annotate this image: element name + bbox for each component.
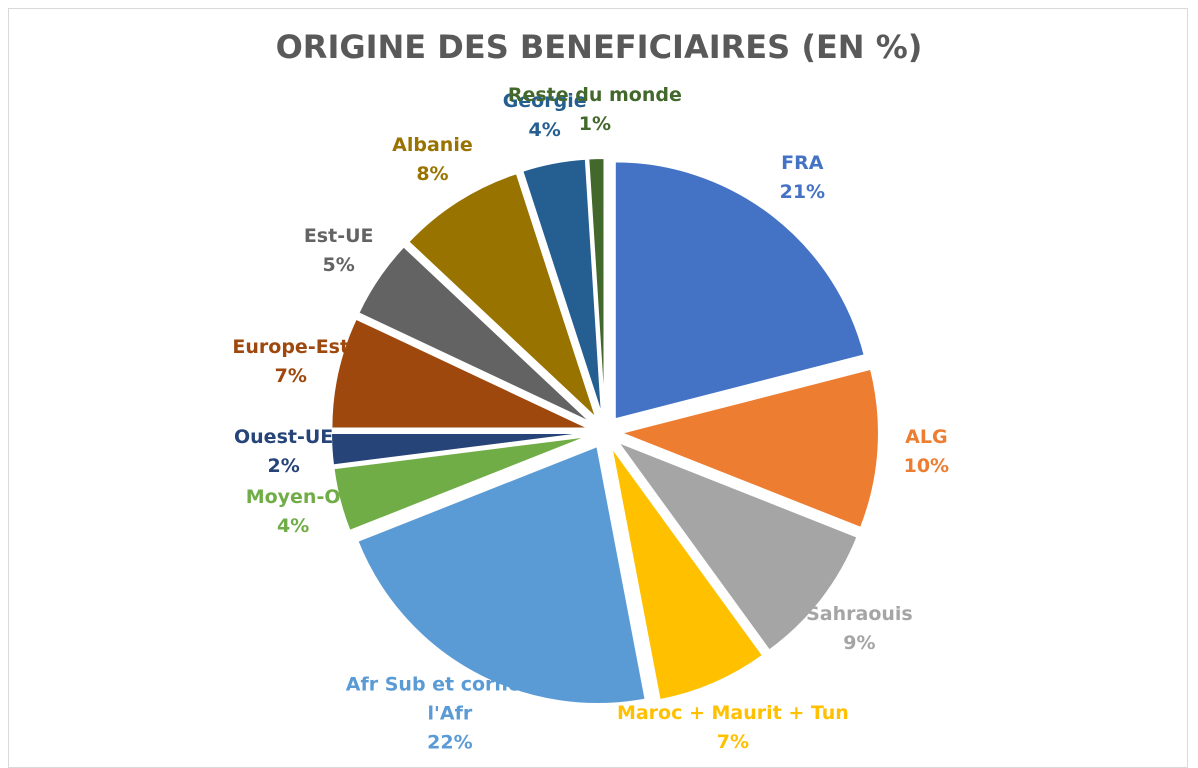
pie-slice xyxy=(332,434,590,533)
category-label: Ouest-UE xyxy=(234,426,334,449)
data-label: Europe-Est 7% xyxy=(171,333,411,391)
data-label: Albanie 8% xyxy=(312,131,552,189)
pie-slice xyxy=(356,244,593,424)
value-label: 1% xyxy=(578,113,611,136)
data-label: Reste du monde 1% xyxy=(475,81,715,139)
pie-slice xyxy=(610,446,765,702)
value-label: 10% xyxy=(903,455,950,478)
value-label: 7% xyxy=(716,730,749,753)
category-label: Géorgie xyxy=(502,89,587,112)
category-label: Sahraouis xyxy=(806,603,913,626)
chart-title: ORIGINE DES BENEFICIAIRES (EN %) xyxy=(275,28,923,66)
data-label: Moyen-O 4% xyxy=(173,483,413,541)
category-label: Europe-Est xyxy=(232,335,350,358)
pie-slice xyxy=(613,160,866,421)
data-label: Géorgie 4% xyxy=(425,87,665,145)
data-label: ALG 10% xyxy=(806,423,1046,481)
data-label: Sahraouis 9% xyxy=(739,600,979,658)
category-label: Reste du monde xyxy=(507,84,682,107)
pie-slice xyxy=(330,317,590,430)
category-label: Est-UE xyxy=(303,225,374,247)
pie-slice xyxy=(587,157,606,417)
category-label: Moyen-O xyxy=(245,486,341,509)
value-label: 2% xyxy=(267,455,300,478)
data-label: Ouest-UE 2% xyxy=(164,423,404,481)
category-label: Albanie xyxy=(392,134,473,157)
data-label: Afr Sub et corne de l'Afr 22% xyxy=(330,671,570,758)
pie-slice xyxy=(406,171,598,420)
pie-slice xyxy=(617,367,880,530)
pie-slice xyxy=(356,444,647,705)
data-label: FRA 21% xyxy=(682,149,922,207)
category-label: ALG xyxy=(905,426,948,449)
value-label: 21% xyxy=(779,180,826,203)
pie-slice xyxy=(330,432,590,467)
data-label: Maroc + Maurit + Tun 7% xyxy=(613,699,853,757)
data-label: Est-UE 5% xyxy=(219,222,459,280)
value-label: 7% xyxy=(274,364,307,387)
value-label: 8% xyxy=(416,163,449,186)
category-label: FRA xyxy=(781,151,824,174)
value-label: 4% xyxy=(276,515,310,538)
category-label: Maroc + Maurit + Tun xyxy=(616,701,849,724)
value-label: 4% xyxy=(528,118,561,141)
value-label: 5% xyxy=(322,254,355,276)
value-label: 9% xyxy=(843,632,876,655)
value-label: 22% xyxy=(427,731,473,754)
category-label: Afr Sub et corne de l'Afr xyxy=(345,673,554,725)
pie-slice xyxy=(614,439,859,652)
pie-slice xyxy=(521,157,604,417)
